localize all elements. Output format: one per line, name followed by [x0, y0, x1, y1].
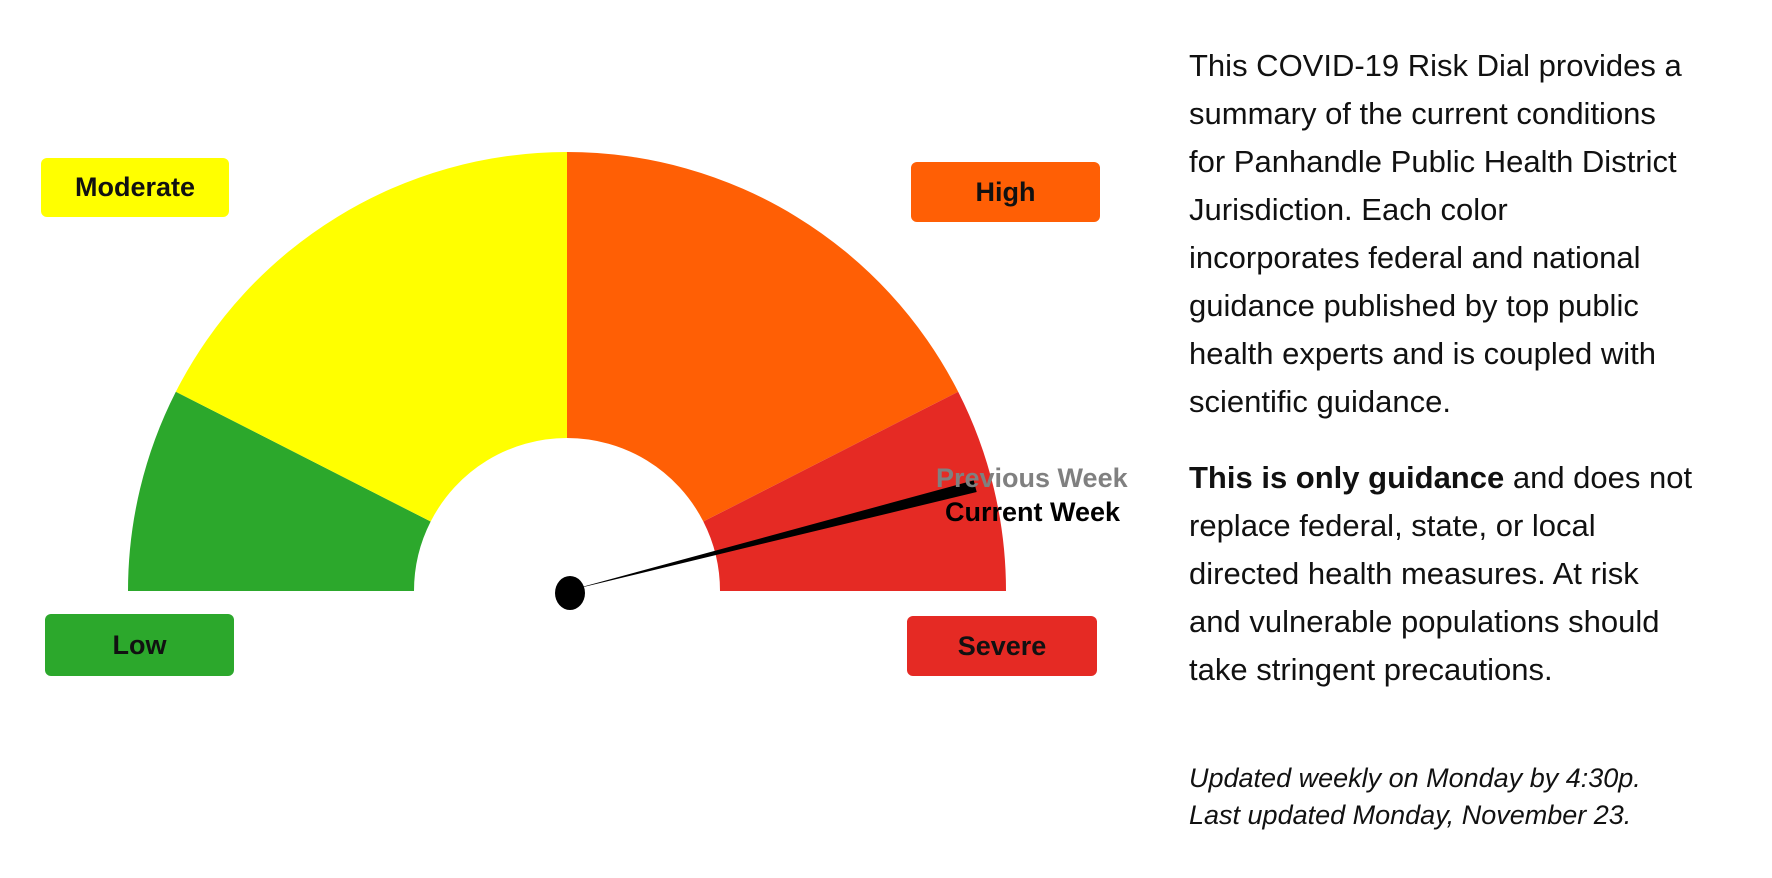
- dial-segment-moderate: [175, 152, 567, 522]
- desc-line: take stringent precautions.: [1189, 652, 1553, 687]
- dial-segment-severe: [703, 391, 1006, 591]
- desc-line: This is only guidance and does not: [1189, 454, 1692, 502]
- label-high: High: [911, 162, 1100, 222]
- desc-line: guidance published by top public: [1189, 288, 1639, 323]
- label-moderate: Moderate: [41, 158, 229, 217]
- description-paragraph-1: This COVID-19 Risk Dial provides a summa…: [1189, 42, 1682, 426]
- update-schedule: Updated weekly on Monday by 4:30p.: [1189, 763, 1641, 793]
- previous-week-label: Previous Week: [936, 463, 1128, 493]
- current-week-needle: [567, 480, 977, 591]
- label-low: Low: [45, 614, 234, 676]
- last-updated: Last updated Monday, November 23.: [1189, 800, 1632, 830]
- desc-line: Jurisdiction. Each color: [1189, 192, 1508, 227]
- desc-line: This COVID-19 Risk Dial provides a: [1189, 48, 1682, 83]
- current-week-label: Current Week: [945, 497, 1121, 527]
- needle-hub: [555, 576, 585, 610]
- desc-line: and vulnerable populations should: [1189, 604, 1660, 639]
- desc-line: replace federal, state, or local: [1189, 508, 1596, 543]
- desc-line: scientific guidance.: [1189, 384, 1451, 419]
- desc-line: summary of the current conditions: [1189, 96, 1656, 131]
- description-paragraph-2: This is only guidance and does not repla…: [1189, 454, 1692, 694]
- desc-line: for Panhandle Public Health District: [1189, 144, 1677, 179]
- dial-segment-high: [567, 152, 959, 522]
- desc-text: and does not: [1504, 460, 1693, 495]
- label-severe: Severe: [907, 616, 1097, 676]
- desc-line: directed health measures. At risk: [1189, 556, 1639, 591]
- desc-line: incorporates federal and national: [1189, 240, 1641, 275]
- desc-line: health experts and is coupled with: [1189, 336, 1657, 371]
- guidance-emphasis: This is only guidance: [1189, 460, 1505, 495]
- update-note: Updated weekly on Monday by 4:30p. Last …: [1189, 760, 1641, 834]
- dial-segment-low: [128, 391, 431, 591]
